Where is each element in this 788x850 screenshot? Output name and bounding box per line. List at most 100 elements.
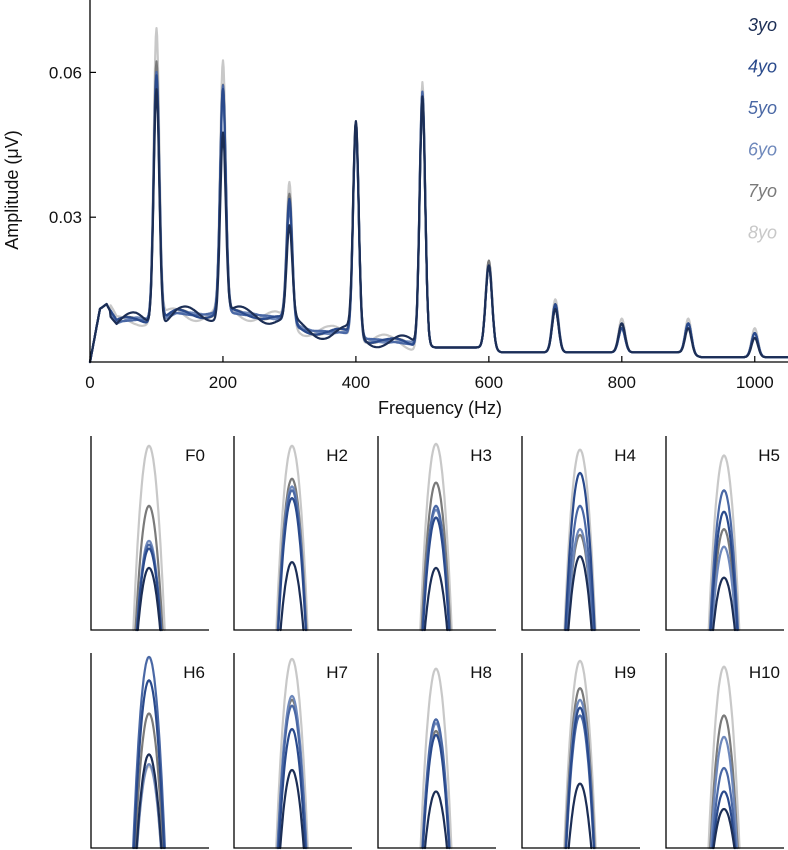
panel-curve-4yo [421, 516, 451, 632]
panel-label: H2 [326, 446, 348, 465]
panel-curve-4yo [564, 471, 596, 632]
panel-curve-3yo [279, 768, 305, 850]
panel-label: F0 [185, 446, 205, 465]
panel-curve-4yo [421, 733, 451, 850]
panel-curve-3yo [712, 807, 736, 850]
panel-label: H10 [749, 663, 780, 682]
panel-curve-3yo [423, 790, 449, 850]
panel-axes [377, 436, 496, 631]
panel-curve-5yo [276, 704, 308, 850]
panel-label: H7 [326, 663, 348, 682]
x-tick-label: 800 [608, 373, 636, 392]
panel-curve-7yo [420, 481, 452, 632]
panel-curve-3yo [136, 566, 162, 632]
x-ticks: 0 200 400 600 800 1000 [85, 356, 774, 392]
series-line-3yo [88, 88, 788, 364]
panel-curve-8yo [707, 665, 741, 850]
panel-curve-6yo [709, 735, 739, 850]
legend: 3yo 4yo 5yo 6yo 7yo 8yo [748, 15, 777, 243]
panel-curve-3yo [279, 561, 305, 632]
panel-curve-8yo [275, 657, 309, 850]
x-tick-label: 400 [342, 373, 370, 392]
panel-label: H6 [183, 663, 205, 682]
y-axis-label: Amplitude (μV) [2, 130, 22, 249]
panel-axes [233, 436, 352, 631]
panel-H3: H3 [377, 436, 496, 632]
x-tick-label: 1000 [736, 373, 774, 392]
panel-axes [90, 653, 209, 849]
panel-curve-7yo [710, 528, 738, 632]
y-tick-label: 0.06 [49, 63, 82, 82]
legend-item-6yo: 6yo [748, 140, 777, 160]
panel-label: H8 [470, 663, 492, 682]
legend-item-3yo: 3yo [748, 15, 777, 35]
panel-label: H3 [470, 446, 492, 465]
series-line-5yo [88, 70, 788, 364]
panel-axes [521, 653, 640, 849]
panel-curve-6yo [566, 528, 594, 632]
panel-axes [521, 436, 640, 631]
panel-curve-3yo [135, 753, 163, 850]
panel-curve-5yo [132, 655, 166, 850]
panel-curve-5yo [711, 766, 737, 850]
spectrum-curves [88, 27, 788, 364]
panel-H5: H5 [665, 436, 784, 632]
panel-curve-3yo [712, 576, 736, 632]
panel-H2: H2 [233, 436, 352, 632]
panel-axes [90, 436, 209, 631]
panel-curve-3yo [423, 566, 449, 632]
panel-curve-5yo [421, 718, 451, 850]
panel-F0: F0 [90, 436, 209, 632]
panel-curve-8yo [419, 667, 453, 850]
y-ticks: 0.03 0.06 [49, 63, 96, 227]
y-tick-label: 0.03 [49, 208, 82, 227]
panel-curve-4yo [564, 706, 596, 850]
panel-H9: H9 [521, 653, 640, 850]
panel-curve-7yo [134, 504, 164, 632]
panel-curve-8yo [563, 659, 597, 850]
panel-curve-8yo [419, 442, 453, 632]
panel-curve-4yo [136, 547, 162, 632]
panel-curve-7yo [134, 712, 164, 850]
panel-H7: H7 [233, 653, 352, 850]
panel-H4: H4 [521, 436, 640, 632]
legend-item-7yo: 7yo [748, 181, 777, 201]
main-spectrum-plot: 0 200 400 600 800 1000 0.03 0.06 Frequency (Hz… [2, 0, 788, 418]
harmonic-panels: F0 H2 H3 H4 H5 H6 H7 H8 H9 H10 [90, 436, 784, 850]
panel-curve-4yo [709, 510, 739, 632]
panel-axes [233, 653, 352, 849]
panel-H10: H10 [665, 653, 784, 850]
panel-H8: H8 [377, 653, 496, 850]
series-line-4yo [88, 74, 788, 364]
panel-curve-8yo [132, 444, 166, 632]
panel-axes [665, 653, 784, 849]
panel-curve-4yo [277, 497, 307, 632]
panel-curve-8yo [275, 444, 309, 632]
panel-H6: H6 [90, 653, 209, 850]
panel-axes [377, 653, 496, 849]
panel-curve-4yo [132, 679, 166, 850]
legend-item-8yo: 8yo [748, 223, 777, 243]
panel-label: H4 [614, 446, 636, 465]
x-tick-label: 0 [85, 373, 94, 392]
series-line-6yo [88, 72, 788, 364]
panel-curve-6yo [710, 545, 738, 632]
panel-curve-4yo [277, 727, 307, 850]
panel-label: H5 [758, 446, 780, 465]
panel-curve-8yo [707, 454, 741, 632]
x-tick-label: 600 [475, 373, 503, 392]
x-tick-label: 200 [209, 373, 237, 392]
panel-curve-4yo [711, 790, 737, 850]
panel-label: H9 [614, 663, 636, 682]
panel-curve-5yo [565, 504, 595, 632]
main-axes [89, 0, 788, 363]
panel-curve-8yo [563, 448, 597, 632]
panel-axes [665, 436, 784, 631]
legend-item-5yo: 5yo [748, 98, 777, 118]
panel-curve-3yo [567, 555, 593, 632]
panel-curve-7yo [709, 714, 739, 850]
panel-curve-3yo [567, 782, 593, 850]
legend-item-4yo: 4yo [748, 57, 777, 77]
x-axis-label: Frequency (Hz) [378, 398, 502, 418]
